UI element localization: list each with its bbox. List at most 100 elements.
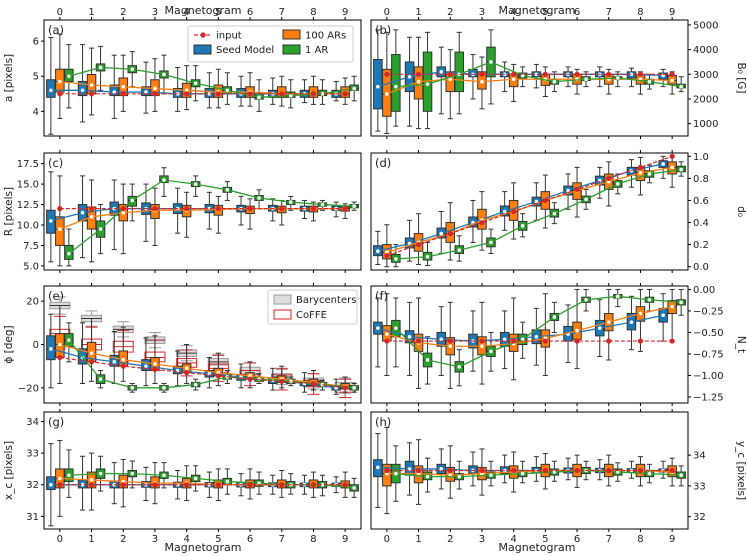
input-point [447, 71, 453, 77]
input-point [669, 153, 675, 159]
y-tick-label: 3000 [693, 70, 718, 81]
ar100-mean-point [384, 91, 390, 97]
ar1-mean-point [615, 293, 621, 299]
input-point [542, 338, 548, 344]
ar100-mean-point [57, 78, 63, 85]
ar100-mean-point [88, 214, 95, 220]
ar1-trend-c [68, 179, 355, 255]
ar1-mean-point [97, 64, 104, 71]
input-point [88, 206, 95, 212]
ar1-mean-point [393, 84, 399, 90]
x-tick-label-top: 8 [637, 7, 643, 18]
panel-d: 0.0 0.2 0.4 0.6 0.8 1.0 d₀ (d) [370, 150, 747, 273]
seed-mean-point [375, 84, 381, 90]
y-tick-label: 1000 [693, 119, 718, 130]
x-tick-label-top: 0 [384, 7, 390, 18]
y-tick-label: −20 [18, 383, 39, 394]
ar1-mean-point [161, 385, 167, 391]
ar1-mean-point [66, 251, 72, 257]
x-tick-label-bottom: 4 [183, 534, 189, 545]
ar1-mean-point [97, 226, 104, 232]
x-tick-label-top: 5 [542, 7, 548, 18]
seed-mean-point [375, 248, 381, 254]
legend-frame [187, 25, 354, 63]
ar100-mean-point [88, 82, 95, 88]
panel-d-frame [370, 152, 689, 271]
ar1-mean-point [256, 94, 262, 100]
ar100-mean-point [152, 361, 158, 367]
legend-seed-label: Seed Model [216, 45, 274, 56]
seed-mean-point [375, 464, 381, 471]
panel-e: −20 0 20 ϕ [deg] (e) Barycenters CoFFE [3, 283, 362, 406]
input-point [88, 482, 95, 488]
ar100-mean-point [669, 164, 675, 170]
input-point [120, 91, 126, 97]
legend-bary-swatch [273, 294, 292, 305]
input-point [88, 359, 95, 365]
y-tick-label: 31 [26, 512, 39, 523]
seed-mean-point [438, 69, 444, 75]
legend-ar1-swatch [282, 44, 301, 55]
ar1-mean-point [351, 385, 357, 391]
y-tick-label: 33 [693, 481, 706, 492]
legend-seed-swatch [193, 44, 212, 55]
ar1-mean-point [678, 472, 684, 478]
input-point [152, 482, 158, 488]
input-point [310, 380, 317, 387]
panel-f-frame [370, 285, 689, 404]
ar1-mean-point [456, 247, 462, 253]
panel-label: (e) [48, 289, 64, 303]
ar1-mean-point [646, 171, 653, 177]
legend-ar1-label: 1 AR [305, 45, 328, 56]
seed-mean-point [48, 87, 54, 93]
x-tick-label-bottom: 1 [415, 534, 421, 545]
x-tick-label-top: 1 [88, 7, 94, 18]
input-point [152, 366, 158, 373]
input-point [511, 338, 517, 344]
y-tick-label: −1.00 [693, 371, 724, 382]
seed-mean-point [406, 334, 413, 340]
ar1-mean-point [520, 470, 526, 477]
y-tick-label: −0.75 [693, 349, 724, 360]
x-tick-label-top: 2 [120, 7, 126, 18]
legend-e: Barycenters CoFFE [267, 289, 358, 325]
ar1-mean-point [488, 348, 494, 354]
ar100-mean-point [669, 77, 675, 84]
ar100-trend-e [59, 343, 346, 388]
y-tick-label: 17.5 [17, 159, 39, 170]
panel-label: (h) [375, 415, 391, 429]
input-point [184, 91, 190, 97]
x-tick-label-bottom: 2 [447, 534, 453, 545]
x-tick-label-top: 9 [669, 7, 675, 18]
ar1-mean-point [193, 181, 199, 187]
input-point [384, 338, 390, 344]
ar1-trend-a [68, 66, 355, 98]
ar1-mean-point [319, 201, 326, 208]
input-point [310, 91, 317, 97]
x-tick-label-top: 1 [415, 7, 421, 18]
legend-coffe-swatch [273, 309, 292, 320]
panel-g-frame [43, 411, 362, 530]
legend-input-marker [200, 32, 206, 38]
x-tick-label-top: 2 [447, 7, 453, 18]
x-tick-label-bottom: 1 [88, 534, 94, 545]
ar1-mean-point [678, 166, 684, 173]
input-point [57, 91, 63, 97]
ar100-mean-point [637, 310, 644, 317]
top-axis-title-left: Magnetogram [165, 4, 242, 17]
x-tick-label-bottom: 3 [152, 534, 158, 545]
ar1-mean-point [224, 187, 230, 193]
ar1-mean-point [646, 79, 653, 85]
x-tick-label-top: 0 [57, 7, 63, 18]
ar1-mean-point [424, 474, 431, 480]
input-point [247, 376, 253, 382]
ar1-mean-point [161, 71, 167, 78]
seed-mean-point [375, 325, 381, 331]
panel-label: (f) [375, 289, 388, 303]
ar1-mean-point [393, 470, 399, 477]
ar1-mean-point [488, 59, 494, 65]
bottom-axis-title-right: Magnetogram [499, 541, 576, 554]
panel-label: (d) [375, 156, 391, 170]
ar1-mean-point [351, 203, 357, 209]
y-tick-label: 15.0 [17, 180, 39, 191]
